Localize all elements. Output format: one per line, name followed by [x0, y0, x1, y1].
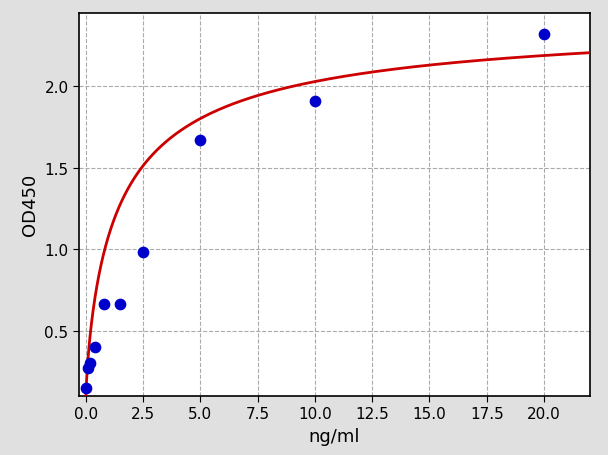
- X-axis label: ng/ml: ng/ml: [309, 427, 360, 445]
- Point: [138, 249, 148, 256]
- Point: [99, 301, 109, 308]
- Point: [90, 344, 100, 351]
- Point: [310, 98, 320, 105]
- Point: [83, 364, 93, 372]
- Point: [196, 137, 206, 144]
- Point: [81, 384, 91, 391]
- Point: [539, 31, 549, 38]
- Point: [116, 301, 125, 308]
- Y-axis label: OD450: OD450: [21, 174, 39, 236]
- Point: [86, 360, 95, 367]
